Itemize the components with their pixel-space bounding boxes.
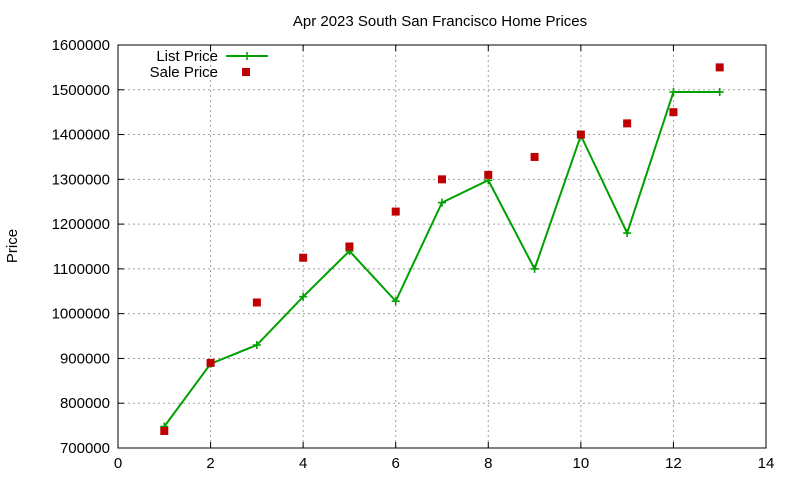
data-point xyxy=(206,358,215,367)
y-tick-label: 900000 xyxy=(60,350,110,367)
legend-label: List Price xyxy=(156,48,218,65)
data-point xyxy=(669,108,678,117)
y-tick-label: 1100000 xyxy=(53,261,110,278)
chart-title: Apr 2023 South San Francisco Home Prices xyxy=(293,13,587,30)
data-point xyxy=(484,170,493,179)
y-tick-label: 1600000 xyxy=(52,37,110,54)
data-point xyxy=(299,292,308,301)
data-point xyxy=(299,253,308,262)
data-point xyxy=(252,298,261,307)
legend-marker xyxy=(242,68,250,76)
x-tick-label: 6 xyxy=(392,455,400,472)
x-tick-label: 8 xyxy=(484,455,492,472)
y-tick-label: 1400000 xyxy=(52,127,110,144)
x-tick-label: 12 xyxy=(665,455,682,472)
x-tick-label: 2 xyxy=(206,455,214,472)
data-point xyxy=(438,175,446,184)
data-point xyxy=(160,426,169,435)
y-tick-label: 1200000 xyxy=(52,216,110,233)
legend-label: Sale Price xyxy=(150,64,218,81)
data-point xyxy=(576,130,585,139)
data-point xyxy=(530,152,539,161)
x-tick-label: 14 xyxy=(758,455,775,472)
data-point xyxy=(438,198,446,207)
data-point xyxy=(623,229,632,238)
data-point xyxy=(715,63,724,72)
data-point xyxy=(669,88,678,97)
y-tick-label: 1300000 xyxy=(52,171,110,188)
y-tick-label: 1500000 xyxy=(52,82,110,99)
legend-marker xyxy=(243,52,251,60)
data-point xyxy=(623,119,632,128)
series-0 xyxy=(160,88,724,431)
data-point xyxy=(530,264,539,273)
plot-frame xyxy=(117,44,767,449)
gridlines xyxy=(118,45,766,448)
series-1 xyxy=(160,63,724,435)
data-point xyxy=(391,207,400,216)
data-point xyxy=(252,341,261,350)
series-line xyxy=(163,91,720,428)
x-tick-label: 0 xyxy=(114,455,122,472)
data-point xyxy=(391,297,400,306)
y-tick-label: 800000 xyxy=(60,395,110,412)
series xyxy=(160,63,724,435)
y-tick-label: 1000000 xyxy=(52,306,110,323)
axes: 0 2 4 6 8 10 12 14 700000 800000 900000 1000000 1100… xyxy=(52,37,775,472)
y-axis-label: Price xyxy=(4,229,21,263)
data-point xyxy=(345,242,354,251)
x-tick-label: 4 xyxy=(299,455,307,472)
data-point xyxy=(715,88,724,97)
y-tick-label: 700000 xyxy=(60,440,110,457)
x-tick-label: 10 xyxy=(573,455,590,472)
